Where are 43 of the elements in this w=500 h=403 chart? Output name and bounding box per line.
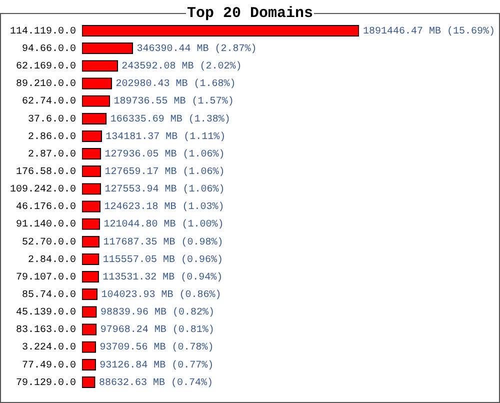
y-tick-label: 94.66.0.0 — [22, 44, 76, 55]
data-label: 93709.56 MB (0.78%) — [100, 342, 214, 354]
y-tick-label: 79.129.0.0 — [16, 378, 76, 389]
y-tick-label: 89.210.0.0 — [16, 79, 76, 90]
data-label: 88632.63 MB (0.74%) — [98, 376, 214, 389]
data-label: 243592.08 MB (2.02%) — [122, 60, 242, 73]
y-tick-label: 2.86.0.0 — [28, 132, 76, 143]
y-tick-label: 91.140.0.0 — [16, 220, 76, 231]
y-tick-label: 2.87.0.0 — [28, 149, 76, 160]
data-label: 127553.94 MB (1.06%) — [104, 184, 225, 196]
data-label: 124623.18 MB (1.03%) — [104, 201, 224, 214]
data-label: 104023.93 MB (0.86%) — [101, 289, 222, 301]
y-tick-label: 62.169.0.0 — [16, 62, 76, 73]
y-tick-label: 79.107.0.0 — [16, 272, 76, 284]
y-tick-label: 45.139.0.0 — [16, 308, 76, 319]
data-label: 121044.80 MB (1.00%) — [104, 218, 224, 231]
data-label: 117687.35 MB (0.98%) — [103, 236, 224, 248]
data-label: 202980.43 MB (1.68%) — [116, 78, 236, 90]
y-tick-label: 85.74.0.0 — [22, 290, 76, 301]
data-label: 346390.44 MB (2.87%) — [136, 43, 257, 55]
data-label: 127659.17 MB (1.06%) — [104, 166, 225, 178]
y-tick-label: 77.49.0.0 — [22, 360, 76, 372]
data-label: 166335.69 MB (1.38%) — [110, 113, 230, 126]
y-tick-label: 83.163.0.0 — [16, 325, 76, 336]
y-tick-label: 62.74.0.0 — [22, 96, 76, 108]
y-tick-label: 176.58.0.0 — [16, 167, 76, 178]
data-label: 127936.05 MB (1.06%) — [104, 148, 225, 160]
y-tick-label: 114.119.0.0 — [10, 26, 76, 38]
data-label: 97968.24 MB (0.81%) — [100, 324, 214, 336]
data-label: 115557.05 MB (0.96%) — [102, 254, 223, 266]
y-tick-label: 52.70.0.0 — [22, 237, 76, 248]
data-label: 1891446.47 MB (15.69%) — [363, 25, 496, 38]
data-label: 113531.32 MB (0.94%) — [102, 271, 223, 284]
data-label: 189736.55 MB (1.57%) — [114, 96, 234, 108]
y-tick-label: 3.224.0.0 — [22, 342, 76, 354]
y-tick-label: 2.84.0.0 — [28, 254, 76, 266]
data-label: 93126.84 MB (0.77%) — [100, 359, 214, 372]
chart-title: Top 20 Domains — [186, 5, 314, 22]
y-tick-label: 109.242.0.0 — [10, 184, 76, 196]
data-label: 98839.96 MB (0.82%) — [100, 306, 215, 319]
y-tick-label: 37.6.0.0 — [28, 114, 76, 126]
y-tick-label: 46.176.0.0 — [16, 202, 76, 214]
data-label: 134181.37 MB (1.11%) — [106, 130, 226, 143]
